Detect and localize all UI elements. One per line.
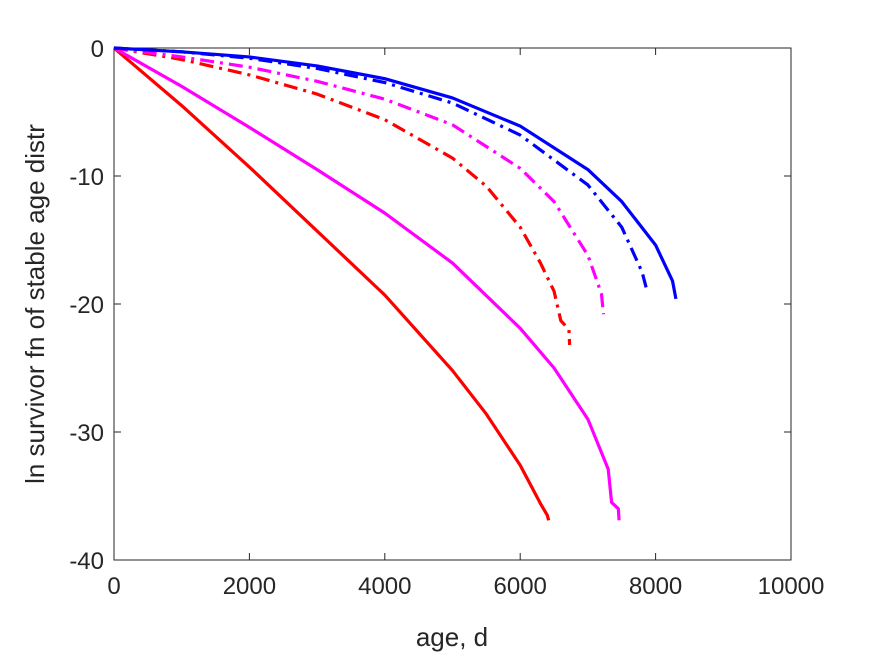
x-tick-label: 2000	[223, 573, 276, 600]
y-tick-label: 0	[91, 36, 104, 63]
y-axis-label: ln survivor fn of stable age distr	[20, 124, 50, 484]
series-line-1	[112, 46, 551, 521]
y-tick-label: -10	[69, 164, 104, 191]
y-tick-label: -40	[69, 548, 104, 575]
x-tick-label: 0	[107, 573, 120, 600]
series-line-4	[113, 46, 606, 315]
x-tick-label: 8000	[629, 573, 682, 600]
y-tick-label: -30	[69, 420, 104, 447]
ticks-layer: 0 2000 4000 6000 8000 10000 0 -10 -20 -30 -40	[69, 36, 824, 600]
x-tick-label: 4000	[358, 573, 411, 600]
x-axis-label: age, d	[416, 622, 488, 652]
x-tick-label: 6000	[494, 573, 547, 600]
series-line-5	[113, 46, 648, 288]
series-line-6	[113, 46, 678, 300]
series-layer	[112, 46, 678, 521]
series-line-2	[113, 46, 621, 521]
y-tick-label: -20	[69, 292, 104, 319]
plot-area	[113, 47, 792, 561]
series-line-3	[113, 46, 572, 346]
x-tick-label: 10000	[758, 573, 825, 600]
